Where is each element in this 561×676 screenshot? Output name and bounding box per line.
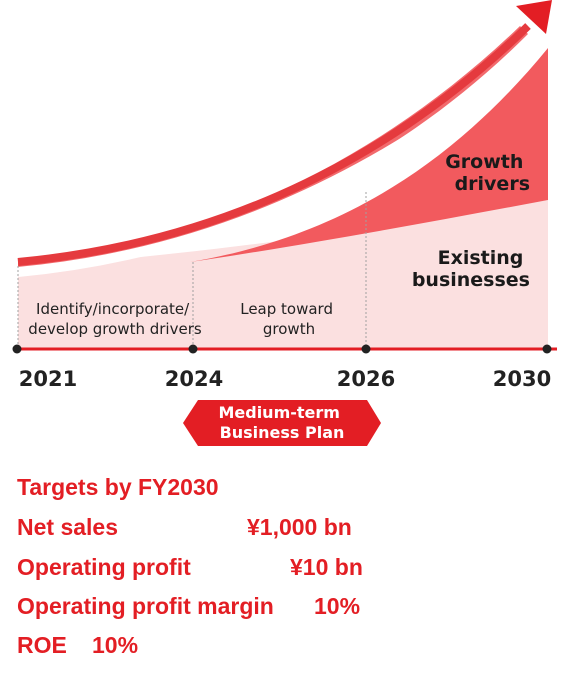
target-value-roe: 10%	[92, 632, 139, 658]
target-value-operating-profit-margin: 10%	[314, 593, 361, 619]
target-label-net-sales: Net sales	[17, 514, 119, 540]
growth-drivers-label: Growth drivers	[445, 151, 530, 195]
timeline-marker-2024	[188, 344, 198, 354]
growth-arrow-head	[516, 0, 552, 34]
existing-businesses-band	[18, 200, 548, 348]
year-label-2021: 2021	[19, 367, 77, 391]
growth-roadmap-diagram: Growth drivers Existing businesses Ident…	[12, 0, 557, 446]
year-label-2026: 2026	[337, 367, 395, 391]
existing-businesses-label: Existing businesses	[412, 247, 530, 291]
timeline-marker-2026	[361, 344, 371, 354]
growth-arrow-line	[17, 23, 531, 266]
svg-text:Medium-term Business Pla: Medium-term Business Plan	[218, 403, 345, 442]
target-label-operating-profit-margin: Operating profit margin	[17, 593, 274, 619]
timeline-marker-2021	[12, 344, 22, 354]
target-label-roe: ROE	[17, 632, 67, 658]
growth-drivers-band	[190, 48, 548, 262]
target-value-operating-profit: ¥10 bn	[290, 554, 363, 580]
timeline-marker-2030	[542, 344, 552, 354]
year-label-2030: 2030	[493, 367, 551, 391]
phase-label-identify: Identify/incorporate/ develop growth dri…	[28, 300, 202, 338]
target-label-operating-profit: Operating profit	[17, 554, 191, 580]
target-value-net-sales: ¥1,000 bn	[247, 514, 352, 540]
targets-heading: Targets by FY2030	[17, 474, 219, 500]
growth-arrow-gap	[17, 32, 552, 277]
phase-label-leap: Leap toward growth	[240, 300, 338, 338]
year-label-2024: 2024	[165, 367, 223, 391]
medium-term-plan-badge: Medium-term Business Plan	[183, 400, 381, 446]
